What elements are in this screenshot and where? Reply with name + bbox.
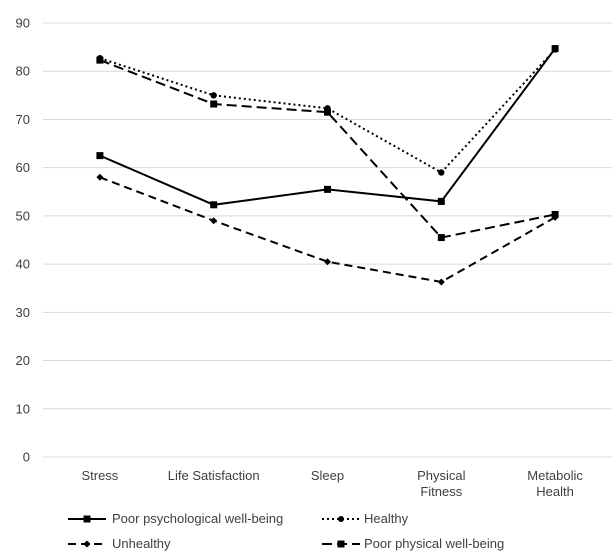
y-tick-label: 40	[16, 257, 30, 272]
data-point	[210, 217, 218, 225]
x-tick-label-line: Sleep	[311, 468, 344, 483]
series-line	[99, 47, 556, 206]
data-point	[337, 540, 345, 548]
y-tick-label: 30	[16, 305, 30, 320]
legend-item: Poor psychological well-being	[68, 511, 283, 526]
data-point	[437, 278, 445, 286]
y-tick-label: 60	[16, 160, 30, 175]
x-tick-label: Sleep	[311, 468, 344, 483]
data-point	[338, 516, 344, 522]
y-tick-label: 70	[16, 112, 30, 127]
data-point	[210, 92, 217, 99]
data-point	[83, 540, 91, 548]
x-tick-label-line: Fitness	[420, 484, 462, 499]
x-tick-label-line: Life Satisfaction	[168, 468, 260, 483]
x-tick-label-line: Health	[536, 484, 574, 499]
data-point	[96, 173, 104, 181]
x-tick-label: Life Satisfaction	[168, 468, 260, 483]
data-point	[210, 201, 218, 209]
series-line	[99, 48, 556, 174]
x-tick-label: Physical Fitness	[417, 468, 466, 499]
data-point	[210, 100, 218, 108]
x-tick-label-line: Physical	[417, 468, 466, 483]
data-point	[551, 46, 559, 53]
data-point	[438, 169, 445, 176]
legend-item: Poor physical well-being	[322, 536, 504, 551]
x-tick-label: Metabolic Health	[527, 468, 583, 499]
x-axis-ticks: Stress Life Satisfaction Sleep Physical Fitn…	[81, 468, 583, 499]
y-tick-label: 20	[16, 353, 30, 368]
legend-label: Healthy	[364, 511, 409, 526]
y-axis-ticks: 0 10 20 30 40 50 60 70 80 90	[16, 16, 30, 465]
data-point	[324, 258, 331, 266]
data-point	[324, 108, 331, 116]
data-point	[551, 210, 559, 218]
y-tick-label: 90	[16, 16, 30, 31]
series-poor-physical-well-being	[96, 56, 559, 242]
legend-item: Healthy	[322, 511, 409, 526]
data-point	[324, 185, 331, 193]
legend-item: Unhealthy	[68, 536, 171, 551]
x-tick-label: Stress	[81, 468, 118, 483]
series-line	[99, 59, 556, 239]
gridlines	[43, 22, 612, 410]
y-tick-label: 80	[16, 64, 30, 79]
x-tick-label-line: Metabolic	[527, 468, 583, 483]
series-poor-psychological-well-being	[96, 45, 559, 209]
y-tick-label: 0	[23, 450, 30, 465]
legend: Poor psychological well-being Healthy Unhe…	[68, 511, 504, 551]
series-lines	[96, 45, 559, 286]
legend-label: Poor physical well-being	[364, 536, 504, 551]
data-point	[437, 234, 445, 242]
y-tick-label: 50	[16, 208, 30, 223]
data-point	[83, 515, 91, 523]
x-tick-label-line: Stress	[81, 468, 118, 483]
data-point	[96, 56, 104, 64]
data-point	[96, 152, 104, 160]
series-healthy	[96, 46, 559, 176]
series-line	[99, 176, 556, 284]
legend-label: Poor psychological well-being	[112, 511, 283, 526]
y-tick-label: 10	[16, 401, 30, 416]
data-point	[437, 197, 445, 205]
legend-label: Unhealthy	[112, 536, 171, 551]
